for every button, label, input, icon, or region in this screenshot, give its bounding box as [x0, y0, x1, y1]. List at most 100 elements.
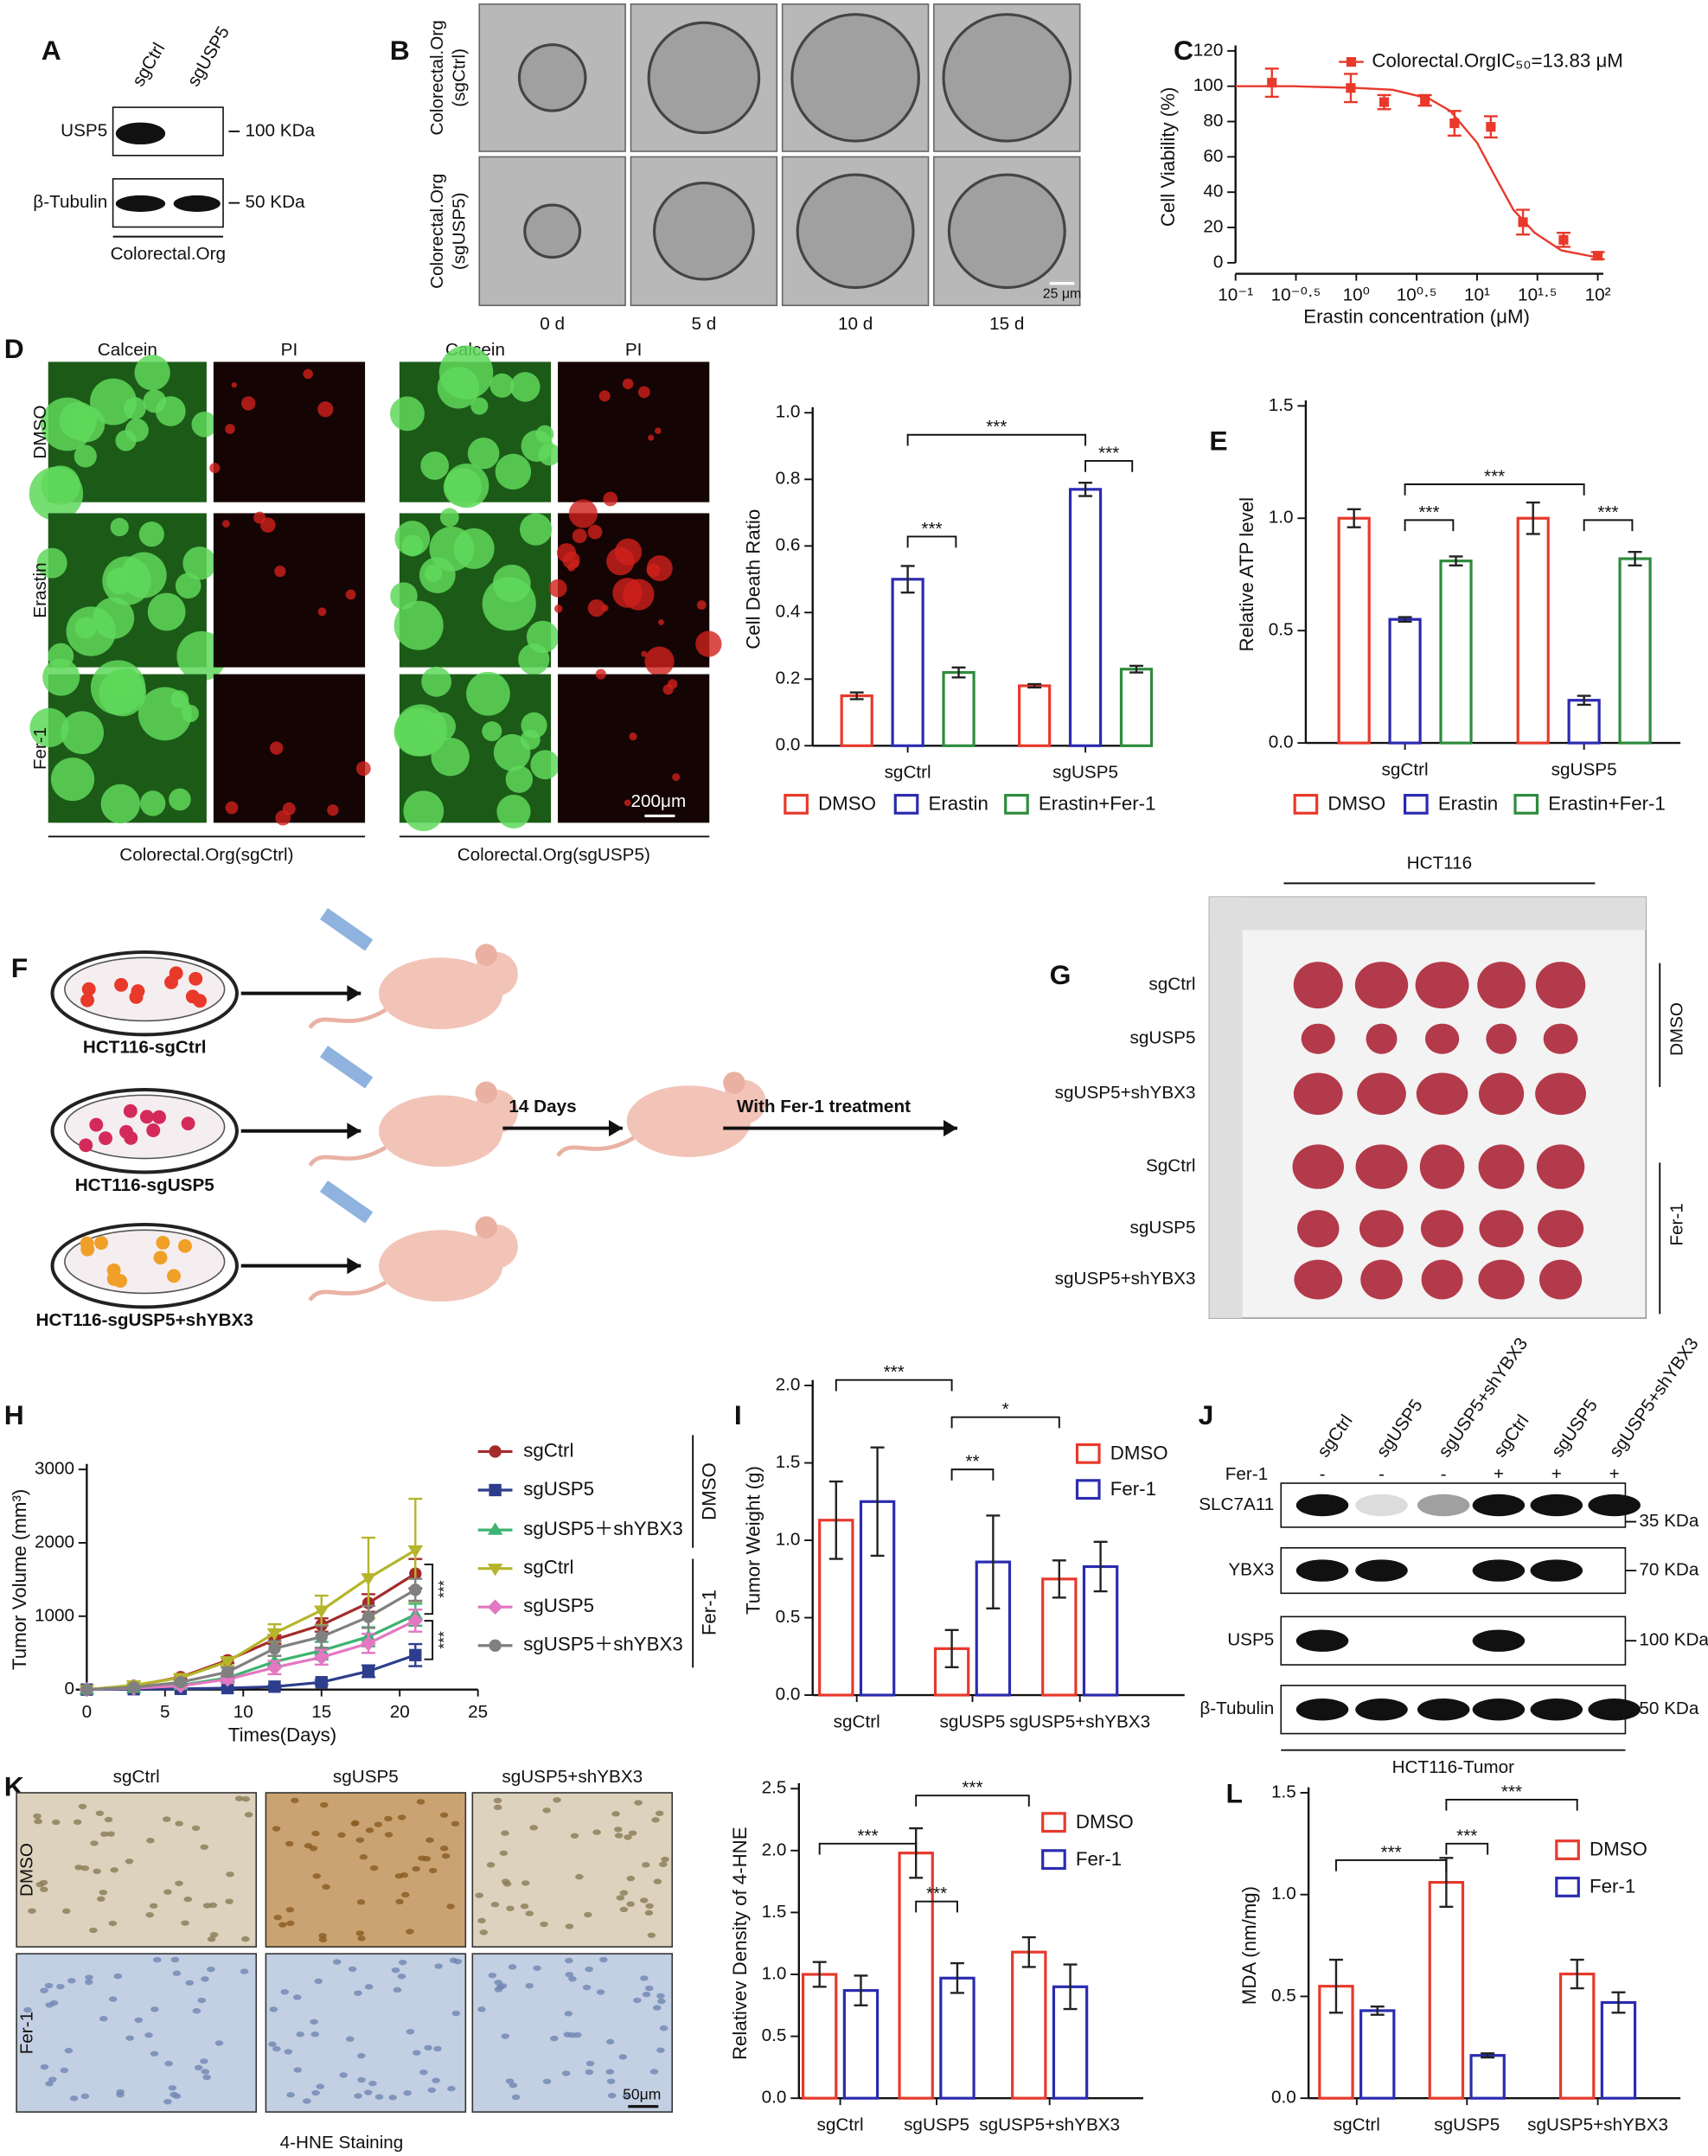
x-tick-label: 20 [390, 1702, 410, 1722]
row-label: sgUSP5 [1130, 1218, 1196, 1238]
mouse-ear [475, 944, 497, 966]
group-label: Fer-1 [1666, 1203, 1686, 1245]
significance-bracket [906, 535, 957, 548]
point [1518, 217, 1528, 227]
row-label: Colorectal.Org [427, 174, 447, 289]
nucleus [285, 1840, 294, 1847]
nucleus [624, 1834, 632, 1840]
tumor [1424, 1023, 1460, 1054]
nucleus [241, 1796, 251, 1802]
organoid [790, 13, 920, 143]
bar [801, 1973, 838, 2100]
cell [80, 993, 95, 1008]
tumor [1536, 1144, 1585, 1189]
cell-blob [521, 430, 553, 463]
nucleus [639, 1897, 649, 1903]
nucleus [540, 1921, 548, 1928]
cell [113, 1274, 128, 1289]
legend-label: sgUSP5 [523, 1478, 594, 1500]
cell-blob [317, 607, 327, 617]
significance-label: *** [962, 1778, 982, 1798]
significance-bracket [1404, 483, 1585, 496]
nucleus [108, 1920, 118, 1927]
legend-label: Erastin [929, 793, 988, 815]
legend-label: Colorectal.OrgIC₅₀=13.83 μM [1372, 49, 1622, 71]
x-tick-label: sgUSP5 [940, 1711, 1006, 1731]
tumor [1416, 1072, 1468, 1116]
cell-blob [303, 368, 313, 380]
nucleus [619, 1890, 629, 1896]
nucleus [403, 2089, 412, 2096]
bar [1618, 557, 1652, 745]
mouse-body [379, 1095, 503, 1168]
nucleus [310, 2031, 319, 2038]
significance-bracket [1445, 1842, 1489, 1855]
nucleus [618, 2054, 628, 2060]
nucleus [584, 1911, 592, 1918]
nucleus [585, 2069, 594, 2076]
nucleus [550, 2035, 559, 2042]
nucleus [640, 1975, 649, 1981]
y-axis-label: Tumor Weight (g) [743, 1466, 764, 1615]
tumor [1301, 1023, 1335, 1054]
nucleus [397, 1814, 406, 1820]
nucleus [354, 1990, 362, 1996]
fluorescence-image [558, 361, 710, 502]
band [1530, 1699, 1583, 1721]
cell-blob [420, 451, 450, 480]
x-tick-label: 15 [311, 1702, 331, 1722]
nucleus [633, 1997, 642, 2004]
column-label: PI [281, 340, 298, 360]
treatment-label: Fer-1 [1225, 1464, 1268, 1484]
nucleus [398, 1959, 407, 1966]
nucleus [185, 1980, 195, 1986]
cell-blob [123, 397, 146, 419]
nucleus [619, 1906, 629, 1913]
point [1593, 251, 1603, 261]
marker [220, 1656, 235, 1670]
significance-bracket [424, 1620, 434, 1660]
nucleus [585, 1966, 593, 1973]
nucleus [209, 1932, 219, 1938]
nucleus [529, 1825, 538, 1831]
nucleus [304, 1843, 313, 1849]
x-tick-label: sgUSP5+shYBX3 [1527, 2114, 1668, 2134]
nucleus [644, 1910, 654, 1916]
column-label: 5 d [692, 314, 717, 334]
legend-group-label: Fer-1 [699, 1590, 720, 1635]
ihc-image [16, 1792, 258, 1948]
nucleus [434, 1963, 443, 1969]
row-label: sgUSP5+shYBX3 [1055, 1269, 1196, 1289]
nucleus [64, 2047, 74, 2054]
cell-blob [401, 534, 424, 557]
cell-blob [603, 491, 618, 507]
nucleus [339, 2072, 348, 2078]
significance-label: ** [965, 1452, 979, 1472]
legend-label: sgCtrl [523, 1557, 573, 1578]
panel-label: B [390, 35, 410, 66]
blot-size-label: 35 KDa [1639, 1511, 1699, 1531]
nucleus [33, 1813, 42, 1820]
bar [1359, 2009, 1396, 2100]
band [1417, 1494, 1470, 1517]
point [1379, 97, 1390, 107]
cell-blob [394, 704, 447, 757]
nucleus [453, 1958, 463, 1965]
cell-blob [74, 445, 97, 468]
cell-blob [169, 788, 191, 811]
nucleus [240, 1968, 249, 1974]
x-tick-label: 10¹ [1464, 285, 1490, 305]
nucleus [659, 2025, 668, 2031]
marker [409, 1648, 422, 1661]
marker [221, 1681, 234, 1695]
nucleus [291, 1797, 299, 1804]
cell-blob [403, 790, 445, 832]
bar [891, 578, 924, 747]
cell-blob [155, 396, 186, 426]
cell-blob [140, 790, 166, 816]
cell-blob [317, 401, 334, 418]
nucleus [354, 2093, 362, 2099]
cell [123, 1104, 138, 1118]
nucleus [201, 1976, 209, 1982]
nucleus [374, 2094, 384, 2100]
